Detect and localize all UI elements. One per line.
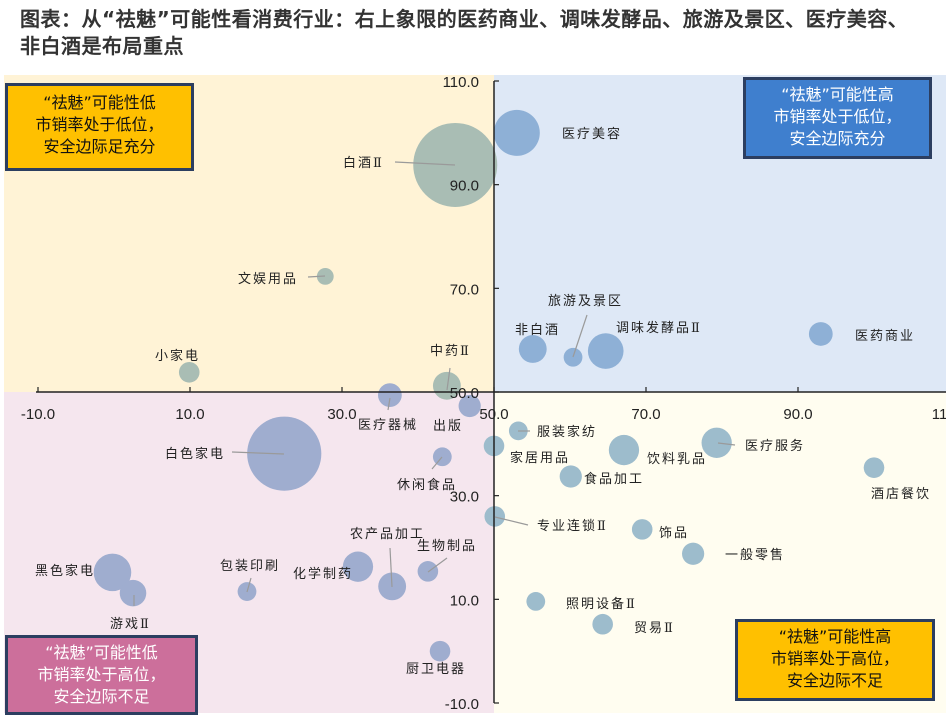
bubble: [518, 335, 547, 363]
bubble: [587, 333, 624, 369]
bubble: [247, 416, 322, 491]
bubble: [378, 383, 402, 407]
box-line: “祛魅”可能性低: [45, 643, 158, 662]
box-line: 安全边际充分: [789, 129, 886, 148]
bubble-label: 贸易Ⅱ: [634, 621, 675, 636]
x-tick-label: -10.0: [21, 406, 55, 423]
bubble-label: 农产品加工: [350, 527, 425, 542]
bubble-label: 专业连锁Ⅱ: [537, 518, 608, 534]
box-line: 安全边际足充分: [43, 137, 156, 156]
box-line: 市销率处于高位，: [770, 649, 899, 668]
x-tick-label: 50.0: [479, 406, 508, 423]
box-line: “祛魅”可能性高: [781, 85, 894, 104]
bubble-label: 医疗服务: [745, 438, 805, 454]
bubble-label: 医疗器械: [358, 418, 418, 433]
box-line: 安全边际不足: [786, 671, 883, 690]
box-line: 市销率处于低位，: [773, 107, 902, 126]
bubble-label: 食品加工: [584, 471, 644, 487]
bubble: [429, 640, 451, 662]
x-tick-label: 70.0: [631, 406, 660, 423]
bubble-label: 家居用品: [510, 450, 570, 466]
bubble-label: 文娱用品: [238, 272, 298, 287]
y-tick-label: 50.0: [450, 385, 479, 402]
leader-line: [389, 547, 393, 588]
bubble: [458, 394, 481, 418]
leader-line: [494, 516, 529, 526]
bubble: [608, 434, 640, 466]
leader-line: [307, 275, 326, 278]
box-line: 安全边际不足: [53, 687, 150, 706]
leader-line: [387, 397, 391, 411]
bubble: [93, 553, 132, 592]
bubble-label: 一般零售: [725, 547, 785, 563]
y-tick-label: 10.0: [450, 592, 479, 609]
bubble-label: 中药Ⅱ: [430, 344, 471, 359]
bubble: [178, 362, 200, 383]
leader-line: [427, 557, 448, 573]
y-tick-label: 30.0: [450, 489, 479, 506]
bubble: [863, 457, 885, 478]
bubble: [526, 592, 546, 611]
bubble-label: 生物制品: [417, 539, 477, 554]
y-tick-label: 90.0: [450, 178, 479, 195]
bubble: [808, 322, 833, 346]
bubble-label: 酒店餐饮: [871, 486, 931, 502]
bubble: [413, 122, 498, 207]
x-tick-label: 90.0: [783, 406, 812, 423]
bubble: [342, 551, 374, 582]
bubble-label: 非白酒: [515, 322, 560, 338]
bubble: [432, 447, 452, 467]
bubble-label: 出版: [433, 419, 463, 434]
bubble: [682, 542, 705, 565]
bubble-label: 厨卫电器: [406, 662, 466, 677]
x-tick-label: 30.0: [327, 406, 356, 423]
bubble: [592, 613, 613, 635]
bubble-label: 化学制药: [293, 566, 353, 582]
bubble-label: 医药商业: [855, 329, 915, 344]
x-tick-label: 110.0: [932, 406, 946, 423]
y-tick-label: 110.0: [443, 74, 479, 91]
leader-line: [572, 314, 588, 358]
bubble-label: 包装印刷: [220, 559, 280, 574]
bubble-label: 白色家电: [165, 446, 225, 462]
x-tick-label: 10.0: [175, 406, 204, 423]
bubble-label: 饰品: [659, 526, 689, 541]
y-tick-label: -10.0: [445, 696, 479, 713]
bubble: [563, 347, 583, 367]
leader-line: [231, 451, 285, 455]
bubble-label: 饮料乳品: [647, 452, 707, 467]
leader-line: [246, 577, 252, 593]
bubble-label: 服装家纺: [537, 424, 597, 440]
leader-line: [394, 161, 456, 166]
bubble: [316, 268, 334, 285]
quadrant-box-top-right: “祛魅”可能性高 市销率处于低位， 安全边际充分: [743, 77, 932, 159]
bubble: [493, 109, 540, 156]
quadrant-box-bottom-left: “祛魅”可能性低 市销率处于高位， 安全边际不足: [5, 635, 198, 715]
box-line: 市销率处于低位，: [35, 115, 164, 134]
quadrant-box-bottom-right: “祛魅”可能性高 市销率处于高位， 安全边际不足: [735, 619, 935, 701]
quadrant-box-top-left: “祛魅”可能性低 市销率处于低位， 安全边际足充分: [5, 83, 194, 171]
bubble-label: 医疗美容: [562, 126, 622, 142]
bubble-label: 旅游及景区: [548, 294, 623, 309]
box-line: 市销率处于高位，: [37, 665, 166, 684]
bubble-label: 小家电: [155, 348, 200, 364]
leader-line: [446, 367, 451, 391]
box-line: “祛魅”可能性高: [778, 627, 892, 646]
bubble: [631, 519, 653, 540]
leader-line: [717, 442, 736, 446]
bubble-label: 休闲食品: [397, 477, 457, 493]
y-tick-label: 70.0: [450, 281, 479, 298]
chart-title: 图表：从“祛魅”可能性看消费行业：右上象限的医药商业、调味发酵品、旅游及景区、医…: [20, 7, 909, 58]
bubble-label: 游戏Ⅱ: [110, 617, 151, 632]
bubble: [701, 427, 732, 458]
bubble: [119, 579, 147, 607]
box-line: “祛魅”可能性低: [43, 93, 156, 112]
bubble: [484, 506, 506, 527]
bubble-label: 照明设备Ⅱ: [566, 596, 637, 612]
bubble: [559, 465, 582, 488]
bubble-label: 黑色家电: [35, 563, 95, 579]
bubble-label: 白酒Ⅱ: [343, 155, 384, 171]
bubble-label: 调味发酵品Ⅱ: [616, 320, 702, 336]
leader-line: [431, 456, 443, 470]
